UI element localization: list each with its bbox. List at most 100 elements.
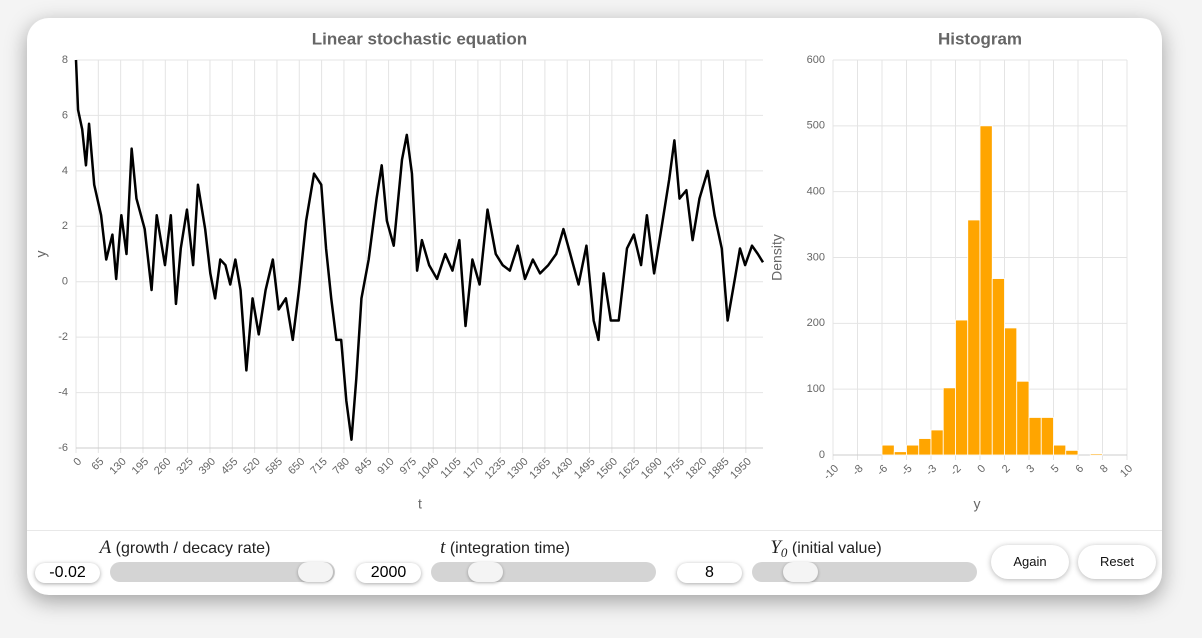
x-tick-label: 0 <box>975 463 988 476</box>
bar <box>881 444 895 456</box>
x-tick-label: 520 <box>241 456 262 477</box>
bar <box>942 387 956 456</box>
chart-title: Histogram <box>938 29 1022 48</box>
bar <box>906 444 920 456</box>
y-tick-label: -6 <box>58 442 68 454</box>
y-tick-label: 8 <box>62 54 68 66</box>
bar <box>918 438 932 456</box>
x-tick-label: -5 <box>899 463 914 478</box>
x-tick-label: 1950 <box>728 456 754 482</box>
y-axis-label: Density <box>769 234 785 281</box>
reset-button[interactable]: Reset <box>1078 545 1156 579</box>
x-tick-label: 3 <box>1024 463 1037 476</box>
x-tick-label: 1300 <box>505 456 531 482</box>
control-label: A (growth / decacy rate) <box>100 537 271 559</box>
x-tick-label: 390 <box>197 456 218 477</box>
x-tick-label: 455 <box>219 456 240 477</box>
number-input[interactable]: -0.02 <box>35 563 100 583</box>
x-tick-label: 1625 <box>617 456 643 482</box>
x-tick-label: 6 <box>1073 463 1086 476</box>
x-tick-label: -3 <box>924 463 939 478</box>
label-text: (integration time) <box>449 540 570 557</box>
x-tick-label: 1560 <box>594 456 620 482</box>
bar <box>930 429 944 456</box>
slider[interactable] <box>752 562 977 582</box>
symbol: Y <box>770 537 781 558</box>
x-tick-label: 1495 <box>572 456 598 482</box>
y-tick-label: 0 <box>62 276 68 288</box>
slider[interactable] <box>431 562 656 582</box>
bar <box>893 451 907 456</box>
number-input[interactable]: 8 <box>677 563 742 583</box>
x-tick-label: 585 <box>264 456 285 477</box>
x-tick-label: 5 <box>1049 463 1062 476</box>
number-input[interactable]: 2000 <box>356 563 421 583</box>
x-tick-label: 1690 <box>639 456 665 482</box>
x-tick-label: 650 <box>286 456 307 477</box>
x-tick-label: 8 <box>1098 463 1111 476</box>
slider-thumb[interactable] <box>468 562 503 582</box>
label-text: (initial value) <box>791 540 882 557</box>
x-tick-label: 1235 <box>483 456 509 482</box>
y-tick-label: 300 <box>807 251 825 263</box>
bar <box>979 125 993 456</box>
label-text: (growth / decacy rate) <box>115 540 271 557</box>
bar <box>1089 453 1103 456</box>
line <box>74 59 765 441</box>
control-label: t (integration time) <box>440 537 570 559</box>
slider[interactable] <box>110 562 335 582</box>
x-tick-label: 260 <box>152 456 173 477</box>
again-button[interactable]: Again <box>991 545 1069 579</box>
x-tick-label: 325 <box>174 456 195 477</box>
y-tick-label: 500 <box>807 120 825 132</box>
y-tick-label: -2 <box>58 331 68 343</box>
control-label: Y0 (initial value) <box>770 537 881 561</box>
x-tick-label: -10 <box>821 463 841 483</box>
x-tick-label: 65 <box>89 456 106 473</box>
x-tick-label: 0 <box>71 456 84 469</box>
x-tick-label: 10 <box>1118 463 1135 480</box>
x-tick-label: 780 <box>331 456 352 477</box>
y-tick-label: 200 <box>807 317 825 329</box>
x-tick-label: 1365 <box>527 456 553 482</box>
slider-thumb[interactable] <box>783 562 818 582</box>
y-tick-label: 4 <box>62 165 68 177</box>
x-tick-label: 1040 <box>416 456 442 482</box>
bar <box>1004 327 1018 456</box>
x-tick-label: -6 <box>875 463 890 478</box>
x-tick-label: 195 <box>130 456 151 477</box>
symbol: t <box>440 537 446 558</box>
bar <box>1016 380 1030 456</box>
x-tick-label: 845 <box>353 456 374 477</box>
y-tick-label: 0 <box>819 449 825 461</box>
slider-thumb[interactable] <box>298 562 333 582</box>
x-tick-label: 715 <box>308 456 329 477</box>
x-tick-label: -2 <box>948 463 963 478</box>
x-tick-label: 1105 <box>439 456 464 481</box>
x-tick-label: -8 <box>850 463 865 478</box>
x-tick-label: 1430 <box>550 456 576 482</box>
control-bar <box>27 530 1162 596</box>
bar <box>1028 417 1042 456</box>
x-tick-label: 130 <box>107 456 128 477</box>
y-axis-label: y <box>33 251 49 258</box>
x-axis-label: t <box>418 496 422 512</box>
y-tick-label: -4 <box>58 386 68 398</box>
y-tick-label: 2 <box>62 220 68 232</box>
x-tick-label: 1755 <box>661 456 687 482</box>
bar <box>1065 449 1079 456</box>
y-tick-label: 400 <box>807 186 825 198</box>
x-tick-label: 910 <box>375 456 396 477</box>
subscript: 0 <box>780 545 788 561</box>
symbol: A <box>99 537 112 558</box>
y-tick-label: 100 <box>807 383 825 395</box>
x-axis-label: y <box>974 496 981 512</box>
bar <box>955 319 969 456</box>
bar <box>991 278 1005 456</box>
x-tick-label: 1820 <box>684 456 710 482</box>
bar <box>1053 444 1067 456</box>
y-tick-label: 600 <box>807 54 825 66</box>
bar <box>1040 417 1054 456</box>
